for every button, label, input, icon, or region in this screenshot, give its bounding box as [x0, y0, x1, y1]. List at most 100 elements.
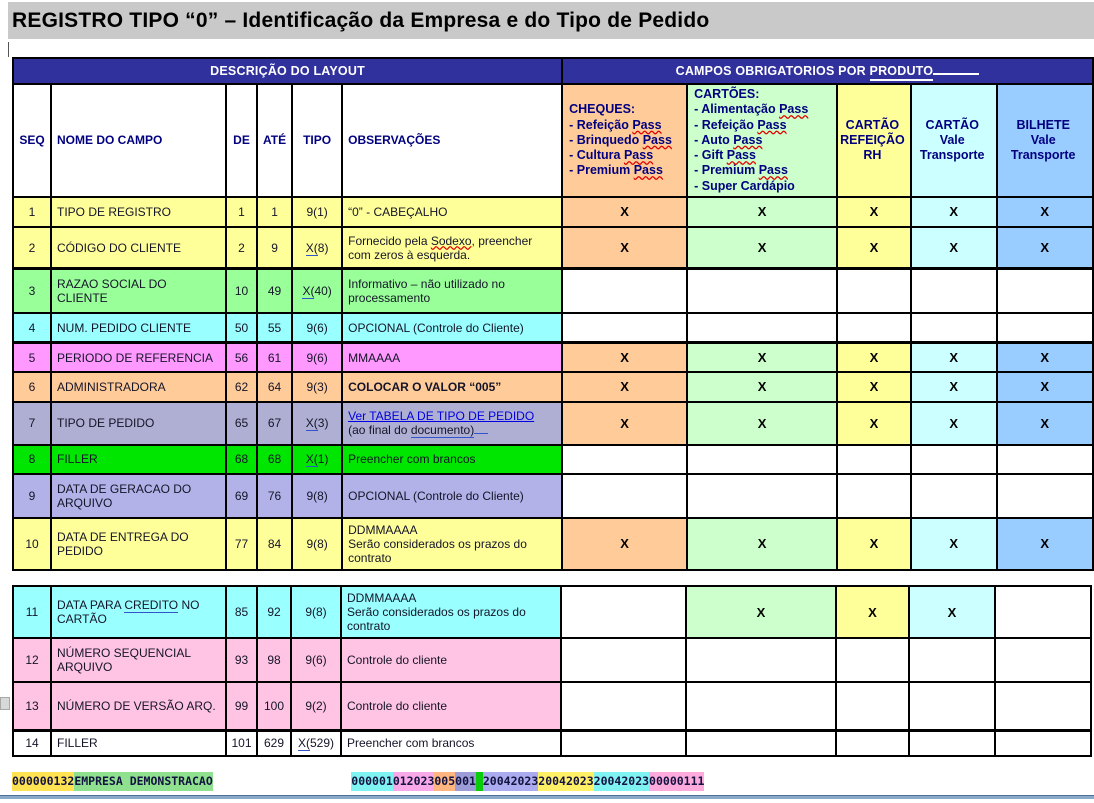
obs-cell: Controle do cliente	[340, 637, 562, 683]
mark-cell: X	[836, 195, 912, 228]
margin-artifact	[0, 697, 10, 710]
mark-cell	[994, 637, 1092, 683]
mark-cell	[685, 681, 837, 731]
obs-cell: “0” - CABEÇALHO	[341, 195, 564, 228]
mark-cell	[560, 728, 687, 757]
band-right-title: CAMPOS OBRIGATORIOS POR PRODUTO	[561, 57, 1094, 85]
tipo-cell: 9(6)	[291, 311, 344, 344]
mark-cell: X	[909, 516, 998, 571]
mark-cell	[560, 637, 687, 683]
obs-cell: DDMMAAAA Serão considerados os prazos do …	[340, 585, 562, 639]
section-band: DESCRIÇÃO DO LAYOUT CAMPOS OBRIGATORIOS …	[11, 57, 1094, 85]
layout-spec-table-continued: 11 DATA PARA CREDITO NO CARTÃO 85 92 9(8…	[12, 585, 1092, 757]
sample-segment: 00000111	[649, 772, 705, 791]
tipo-cell: X(529)	[290, 728, 342, 757]
produto-link[interactable]: PRODUTO	[869, 64, 934, 81]
table-row: 2 CÓDIGO DO CLIENTE 2 9 X(8) Fornecido p…	[12, 225, 1094, 270]
de-cell: 10	[225, 267, 258, 314]
sample-segment: 000000132	[12, 772, 75, 791]
de-cell: 68	[225, 443, 258, 475]
mark-cell: X	[836, 370, 912, 403]
mark-cell	[560, 585, 687, 639]
mark-cell	[835, 728, 910, 757]
credito-link[interactable]: CREDITO	[124, 598, 179, 613]
ate-cell: 92	[256, 585, 292, 639]
tipo-cell: X(40)	[291, 267, 344, 314]
ate-cell: 55	[255, 311, 294, 344]
sample-segment: 20042023	[593, 772, 650, 791]
mark-cell	[685, 728, 837, 757]
de-cell: 69	[225, 472, 258, 519]
de-cell: 62	[225, 370, 258, 403]
col-nome: NOME DO CAMPO	[50, 83, 227, 198]
mark-cell	[995, 267, 1094, 314]
mark-cell: X	[686, 341, 839, 373]
sample-segment	[213, 772, 351, 791]
ate-cell: 629	[256, 728, 292, 757]
product-header-cartoes: CARTÕES: - Alimentação Pass - Refeição P…	[686, 83, 839, 198]
field-name-cell: TIPO DE REGISTRO	[50, 195, 227, 228]
page-title: REGISTRO TIPO “0” – Identificação da Emp…	[12, 8, 710, 32]
seq-cell: 11	[12, 585, 52, 639]
tipo-cell: X(8)	[291, 225, 344, 270]
mark-cell: X	[836, 516, 912, 571]
field-name-cell: FILLER	[50, 728, 227, 757]
mark-cell: X	[909, 195, 998, 228]
mark-cell	[685, 637, 837, 683]
mark-cell	[994, 728, 1092, 757]
mark-cell: X	[686, 370, 839, 403]
de-cell: 50	[225, 311, 258, 344]
seq-cell: 9	[12, 472, 52, 519]
field-name-cell: ADMINISTRADORA	[50, 370, 227, 403]
tipo-cell: X(1)	[291, 443, 344, 475]
documento-link[interactable]: documento)	[410, 423, 475, 439]
product-header-cartao-vale-transporte: CARTÃO Vale Transporte	[909, 83, 998, 198]
seq-cell: 14	[12, 728, 52, 757]
sample-segment	[475, 772, 483, 791]
mark-cell	[686, 472, 839, 519]
mark-cell: X	[909, 225, 998, 270]
mark-cell	[836, 311, 912, 344]
tabela-tipo-pedido-link[interactable]: Ver TABELA DE TIPO DE PEDIDO	[348, 409, 535, 424]
table-row: 14 FILLER 101 629 X(529) Preencher com b…	[12, 728, 1092, 757]
ate-cell: 61	[255, 341, 294, 373]
mark-cell: X	[686, 400, 839, 446]
seq-cell: 6	[12, 370, 52, 403]
field-name-cell: TIPO DE PEDIDO	[50, 400, 227, 446]
obs-cell: Preencher com brancos	[341, 443, 564, 475]
mark-cell: X	[995, 400, 1094, 446]
ate-cell: 49	[255, 267, 294, 314]
field-name-cell: NÚMERO SEQUENCIAL ARQUIVO	[50, 637, 227, 683]
table-row: 10 DATA DE ENTREGA DO PEDIDO 77 84 9(8) …	[12, 516, 1094, 571]
ate-cell: 98	[256, 637, 292, 683]
mark-cell: X	[835, 585, 910, 639]
de-cell: 85	[225, 585, 258, 639]
mark-cell	[909, 472, 998, 519]
table-row: 7 TIPO DE PEDIDO 65 67 X(3) Ver TABELA D…	[12, 400, 1094, 446]
mark-cell	[561, 472, 689, 519]
tipo-cell: 9(6)	[290, 637, 342, 683]
tipo-cell: 9(8)	[291, 516, 344, 571]
mark-cell	[836, 472, 912, 519]
seq-cell: 4	[12, 311, 52, 344]
ate-cell: 76	[255, 472, 294, 519]
field-name-cell: DATA DE GERACAO DO ARQUIVO	[50, 472, 227, 519]
table-row: 4 NUM. PEDIDO CLIENTE 50 55 9(6) OPCIONA…	[12, 311, 1094, 344]
mark-cell	[561, 311, 689, 344]
field-name-cell: CÓDIGO DO CLIENTE	[50, 225, 227, 270]
mark-cell	[995, 472, 1094, 519]
table-row: 11 DATA PARA CREDITO NO CARTÃO 85 92 9(8…	[12, 585, 1092, 639]
de-cell: 77	[225, 516, 258, 571]
mark-cell	[686, 443, 839, 475]
obs-cell: Controle do cliente	[340, 681, 562, 731]
mark-cell: X	[561, 341, 689, 373]
ate-cell: 68	[255, 443, 294, 475]
de-cell: 56	[225, 341, 258, 373]
field-name-cell: NÚMERO DE VERSÃO ARQ.	[50, 681, 227, 731]
col-obs: OBSERVAÇÕES	[341, 83, 564, 198]
sample-segment: 005	[434, 772, 456, 791]
mark-cell: X	[909, 341, 998, 373]
product-header-cheques: CHEQUES: - Refeição Pass - Brinquedo Pas…	[561, 83, 689, 198]
mark-cell	[686, 267, 839, 314]
